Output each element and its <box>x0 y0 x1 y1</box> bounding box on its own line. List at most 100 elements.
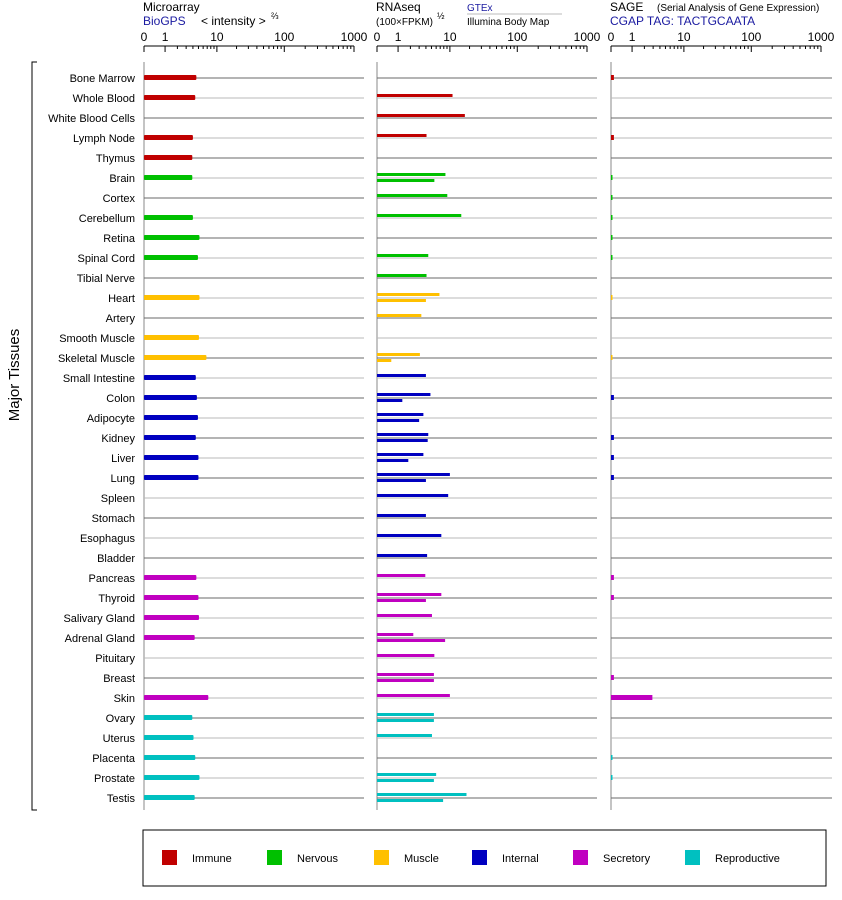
microarray-bar <box>144 295 200 300</box>
sage-tick-label: 0 <box>608 30 615 44</box>
tissue-label: Lung <box>111 473 135 485</box>
microarray-unit: < intensity > <box>201 14 266 28</box>
microarray-bar <box>144 255 198 260</box>
bars-layer <box>144 75 653 802</box>
microarray-bar <box>144 355 207 360</box>
tissue-label: White Blood Cells <box>48 113 135 125</box>
rnaseq-bar <box>377 633 414 636</box>
microarray-unit-exponent: ⅔ <box>271 11 279 21</box>
tissue-label: Heart <box>108 293 135 305</box>
rnaseq-bar <box>377 773 437 776</box>
tissue-label: Retina <box>103 233 136 245</box>
legend-swatch-muscle <box>374 850 389 865</box>
sage-bar <box>611 595 614 600</box>
sage-tick-label: 10 <box>677 30 691 44</box>
microarray-bar <box>144 435 196 440</box>
microarray-bar <box>144 75 197 80</box>
sage-tag: CGAP TAG: TACTGCAATA <box>610 14 755 28</box>
legend-label-immune: Immune <box>192 853 232 865</box>
microarray-bar <box>144 135 193 140</box>
tissue-label: Cerebellum <box>79 213 135 225</box>
sage-bar <box>611 75 614 80</box>
rnaseq-bar <box>377 534 442 537</box>
tissue-label: Ovary <box>106 713 136 725</box>
rnaseq-bar <box>377 514 426 517</box>
legend-swatch-immune <box>162 850 177 865</box>
microarray-bar <box>144 395 197 400</box>
microarray-tick-label: 10 <box>210 30 224 44</box>
legend-label-internal: Internal <box>502 853 539 865</box>
tissue-label: Cortex <box>103 193 136 205</box>
tissue-label: Spleen <box>101 493 135 505</box>
tissue-label: Whole Blood <box>73 93 135 105</box>
rnaseq-bar <box>377 214 462 217</box>
legend-label-muscle: Muscle <box>404 853 439 865</box>
sage-bar <box>611 255 613 260</box>
microarray-bar <box>144 375 196 380</box>
microarray-bar <box>144 795 195 800</box>
rnaseq-tick-label: 100 <box>507 30 527 44</box>
microarray-header: Microarray BioGPS < intensity > ⅔ <box>143 0 279 28</box>
microarray-bar <box>144 775 200 780</box>
tissue-label: Lymph Node <box>73 133 135 145</box>
rnaseq-bar <box>377 179 435 182</box>
legend-swatch-internal <box>472 850 487 865</box>
sage-bar <box>611 675 614 680</box>
legend-box <box>142 829 827 887</box>
tissue-label: Liver <box>111 453 135 465</box>
sage-tick-label: 100 <box>741 30 761 44</box>
sage-bar <box>611 195 613 200</box>
rnaseq-bar <box>377 673 434 676</box>
legend-label-reproductive: Reproductive <box>715 853 780 865</box>
rnaseq-header: RNAseq (100×FPKM) ½ GTEx Illumina Body M… <box>376 0 562 28</box>
rnaseq-tick-label: 10 <box>443 30 457 44</box>
tissue-label: Smooth Muscle <box>59 333 135 345</box>
sage-bar <box>611 455 614 460</box>
legend-swatch-secretory <box>573 850 588 865</box>
rnaseq-bar <box>377 314 422 317</box>
rnaseq-bar <box>377 359 392 362</box>
rnaseq-tick-label: 0 <box>374 30 381 44</box>
rnaseq-source-illumina: Illumina Body Map <box>467 17 550 28</box>
tissue-bracket <box>31 61 37 811</box>
rnaseq-bar <box>377 679 434 682</box>
rnaseq-bar <box>377 173 446 176</box>
sage-bar <box>611 175 613 180</box>
microarray-bar <box>144 695 209 700</box>
rnaseq-bar <box>377 413 424 416</box>
tissue-label: Brain <box>109 173 135 185</box>
sage-bar <box>611 215 613 220</box>
legend-label-secretory: Secretory <box>603 853 651 865</box>
rnaseq-bar <box>377 593 442 596</box>
sage-bar <box>611 575 614 580</box>
rnaseq-bar <box>377 353 420 356</box>
sage-bar <box>611 295 613 300</box>
rnaseq-bar <box>377 374 426 377</box>
rnaseq-bar <box>377 393 431 396</box>
rnaseq-bar <box>377 494 449 497</box>
rnaseq-bar <box>377 399 403 402</box>
sage-bar <box>611 235 613 240</box>
tissue-label: Prostate <box>94 773 135 785</box>
rnaseq-bar <box>377 639 446 642</box>
sage-bar <box>611 395 614 400</box>
rnaseq-bar <box>377 194 448 197</box>
microarray-tick-label: 1000 <box>341 30 368 44</box>
microarray-tick-label: 1 <box>162 30 169 44</box>
axes-layer: 0 1 10 100 1000 0 1 10 100 1000 0 1 10 100 1000 <box>141 30 835 810</box>
microarray-bar <box>144 235 200 240</box>
microarray-source: BioGPS <box>143 14 186 28</box>
microarray-tick-label: 100 <box>274 30 294 44</box>
sage-bar <box>611 355 613 360</box>
tissue-label: Adrenal Gland <box>65 633 135 645</box>
sage-bar <box>611 435 614 440</box>
microarray-tick-label: 0 <box>141 30 148 44</box>
tissue-label: Pancreas <box>89 573 136 585</box>
rnaseq-bar <box>377 473 450 476</box>
tissue-label: Skin <box>114 693 135 705</box>
rnaseq-bar <box>377 433 429 436</box>
rnaseq-bar <box>377 453 424 456</box>
tissue-label: Tibial Nerve <box>77 273 135 285</box>
rnaseq-bar <box>377 793 467 796</box>
legend: Immune Nervous Muscle Internal Secretory Repr… <box>162 850 780 865</box>
